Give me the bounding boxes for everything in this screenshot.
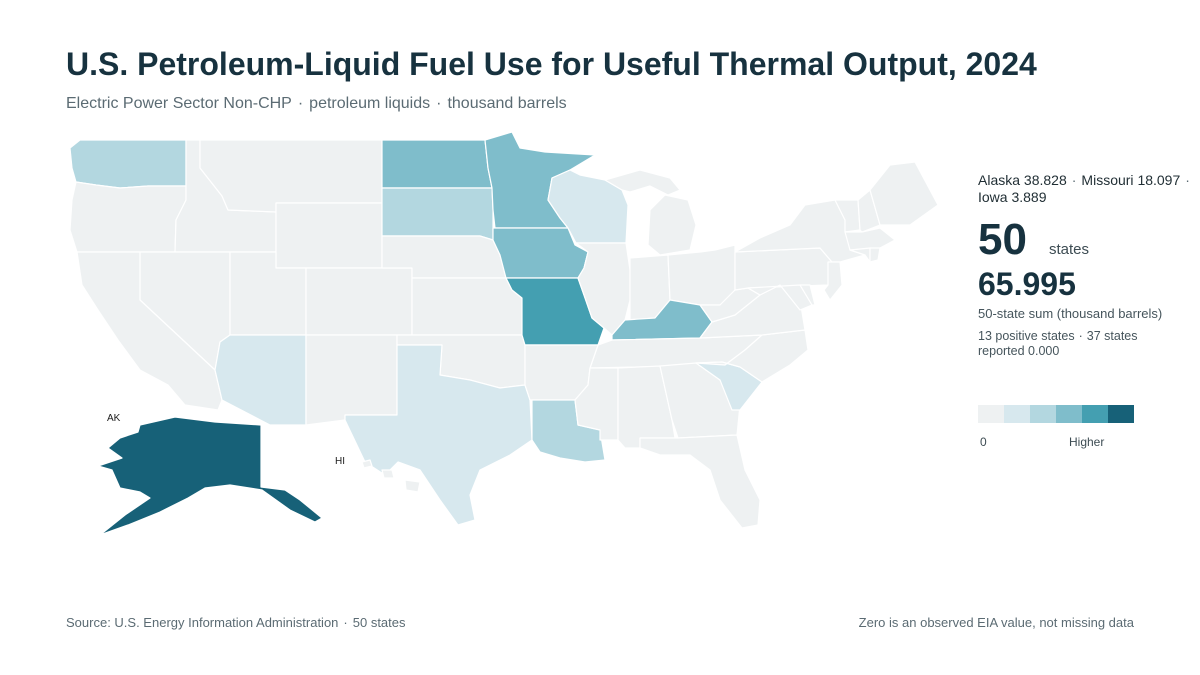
- total-value: 65.995: [978, 266, 1076, 302]
- state-WA[interactable]: [69, 139, 187, 189]
- top-states-list: Alaska 38.828 · Missouri 18.097 · Iowa 3.889: [978, 172, 1200, 206]
- note-separator: ·: [1078, 329, 1083, 343]
- state-count-row: 50 states: [978, 212, 1200, 268]
- state-KS[interactable]: [411, 277, 523, 336]
- color-legend: 0 Higher: [978, 405, 1134, 453]
- state-HI[interactable]: [361, 459, 421, 493]
- zero-note: Zero is an observed EIA value, not missi…: [858, 615, 1134, 630]
- state-count-unit: states: [1048, 241, 1089, 258]
- positive-states-note: 13 positive states · 37 states reported 0.…: [978, 329, 1178, 359]
- state-FL[interactable]: [639, 434, 761, 529]
- positive-count-text: 13 positive states: [978, 329, 1075, 343]
- top-state-2-value: 18.097: [1137, 172, 1181, 188]
- state-SD[interactable]: [381, 187, 494, 241]
- legend-color-ramp: [978, 405, 1134, 423]
- page-title: U.S. Petroleum-Liquid Fuel Use for Usefu…: [66, 46, 1037, 82]
- top-state-3-name: Iowa: [978, 189, 1008, 205]
- page-subtitle: Electric Power Sector Non-CHP · petroleum …: [66, 95, 567, 113]
- legend-high-label: Higher: [1069, 435, 1105, 449]
- state-MI[interactable]: [604, 169, 697, 256]
- subtitle-sector: Electric Power Sector Non-CHP: [66, 95, 292, 112]
- state-CA[interactable]: [76, 251, 223, 411]
- state-AK[interactable]: [97, 416, 323, 536]
- state-OR[interactable]: [69, 181, 187, 253]
- top-state-3-value: 3.889: [1011, 189, 1047, 205]
- subtitle-separator: ·: [436, 95, 442, 112]
- subtitle-separator: ·: [297, 95, 304, 112]
- state-NJ[interactable]: [823, 261, 843, 301]
- state-TX[interactable]: [344, 344, 533, 526]
- legend-swatch-3: [1056, 405, 1082, 423]
- footer-separator: ·: [343, 615, 348, 630]
- source-text: Source: U.S. Energy Information Administ…: [66, 615, 339, 630]
- summary-panel: Alaska 38.828 · Missouri 18.097 · Iowa 3.889…: [978, 170, 1200, 359]
- top-states-separator: ·: [1185, 172, 1190, 188]
- state-RI[interactable]: [869, 247, 881, 263]
- legend-ticks: 0 Higher: [978, 435, 1134, 453]
- legend-swatch-4: [1082, 405, 1108, 423]
- legend-swatch-0: [978, 405, 1004, 423]
- footer-count: 50 states: [352, 615, 406, 630]
- legend-low-label: 0: [980, 435, 987, 449]
- inset-label-hawaii: HI: [335, 456, 345, 467]
- state-MT[interactable]: [199, 139, 383, 213]
- top-state-2-name: Missouri: [1081, 172, 1134, 188]
- state-NC[interactable]: [695, 329, 809, 383]
- state-NM[interactable]: [305, 334, 398, 426]
- top-state-1-name: Alaska: [978, 172, 1021, 188]
- state-NH[interactable]: [857, 189, 881, 233]
- state-DE[interactable]: [799, 284, 816, 306]
- choropleth-map: AK HI: [40, 128, 960, 558]
- top-states-separator: ·: [1071, 172, 1077, 188]
- us-map-svg: AK HI: [69, 131, 939, 536]
- state-ND[interactable]: [381, 139, 493, 189]
- state-ME[interactable]: [869, 161, 939, 226]
- total-label: 50-state sum (thousand barrels): [978, 306, 1163, 321]
- zero-count-text: 37 states reported 0.000: [978, 329, 1138, 358]
- state-CO[interactable]: [305, 267, 413, 336]
- top-state-1-value: 38.828: [1023, 172, 1067, 188]
- legend-swatch-1: [1004, 405, 1030, 423]
- inset-label-alaska: AK: [107, 413, 121, 424]
- subtitle-unit: thousand barrels: [447, 95, 567, 112]
- state-WY[interactable]: [275, 202, 383, 269]
- legend-swatch-2: [1030, 405, 1056, 423]
- subtitle-fuel: petroleum liquids: [309, 95, 431, 112]
- legend-swatch-5: [1108, 405, 1134, 423]
- state-OH[interactable]: [667, 244, 736, 306]
- state-AZ[interactable]: [214, 334, 307, 426]
- state-count-value: 50: [978, 215, 1027, 264]
- state-WI[interactable]: [547, 169, 629, 244]
- source-note: Source: U.S. Energy Information Administ…: [66, 615, 406, 630]
- state-PA[interactable]: [734, 247, 833, 291]
- state-VT[interactable]: [834, 199, 861, 233]
